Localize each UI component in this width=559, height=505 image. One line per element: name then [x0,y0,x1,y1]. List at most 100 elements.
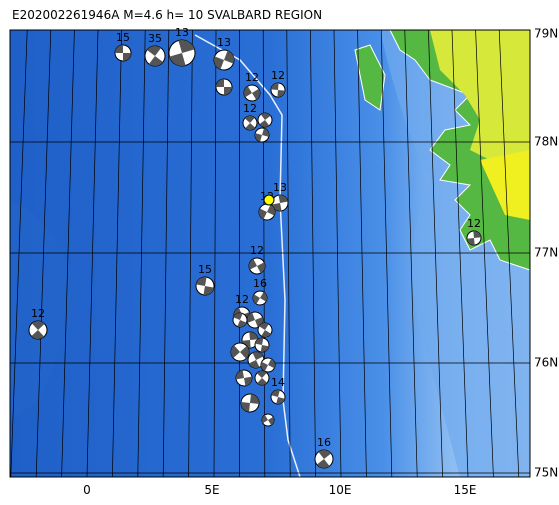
focal-mechanism [260,357,276,373]
lon-label: 5E [204,483,219,497]
focal-mechanism [235,369,253,387]
meridian [35,29,52,478]
lon-label: 10E [329,483,352,497]
compression [259,323,271,337]
compression [259,113,271,127]
compression [262,414,274,426]
focal-mechanism [168,39,196,67]
focal-mechanism [241,331,259,349]
depth-label: 12 [250,244,264,257]
focal-mechanism [232,312,248,328]
focal-mechanism [144,45,166,67]
meridian [451,29,469,478]
meridian [310,29,316,478]
focal-mechanism [213,49,235,71]
compression [261,358,275,372]
meridian [404,29,418,478]
depth-label: 12 [467,217,481,230]
meridian [162,29,170,478]
events: 1535131312121213121215121216121416 [28,26,482,469]
focal-mechanism [247,351,265,369]
compression [255,338,269,352]
depth-label: 12 [243,102,257,115]
depth-label: 13 [217,36,231,49]
compression [316,450,332,468]
focal-mechanism [248,257,266,275]
compression [256,371,268,385]
focal-mechanism [243,84,261,102]
focal-mechanism [270,82,286,98]
meridian [188,29,193,478]
title: E202002261946A M=4.6 h= 10 SVALBARD REGI… [12,8,322,22]
compression [242,332,258,348]
depth-label: 15 [116,31,130,44]
lat-label: 78N [534,135,558,149]
compression [259,204,275,220]
focal-mechanism [246,311,264,329]
lon-label: 0 [83,483,91,497]
meridian [428,29,443,478]
focal-mechanism [252,290,268,306]
meridian [498,29,520,478]
focal-mechanism [215,78,233,96]
highland [480,150,530,220]
compression [115,45,131,61]
meridian [213,29,217,478]
depth-label: 12 [245,71,259,84]
focal-mechanism [271,194,289,212]
meridian [10,29,28,478]
focal-mechanism [270,389,286,405]
compression [272,195,288,211]
focal-mechanism [242,115,258,131]
compression [271,83,285,97]
compression [253,291,267,305]
depth-label: 16 [253,277,267,290]
depth-label: 12 [235,293,249,306]
compression [249,258,265,274]
compression [241,394,259,412]
depth-label: 12 [31,307,45,320]
depth-label: 12 [271,69,285,82]
epicenter [263,194,275,206]
compression [196,277,214,295]
compression [147,46,163,66]
meridian [137,29,146,478]
depth-label: 15 [198,263,212,276]
shelf [10,200,80,420]
meridian [286,29,291,478]
lat-label: 79N [534,27,558,41]
focal-mechanism [314,449,334,469]
depth-label: 13 [273,181,287,194]
focal-mechanism [257,112,273,128]
focal-mechanism [254,337,270,353]
compression [169,40,195,66]
focal-mechanism [240,393,260,413]
meridian [380,29,393,478]
lat-label: 75N [534,466,558,480]
focal-mechanism [466,230,482,246]
compression [247,312,263,328]
depth-label: 13 [175,26,189,39]
focal-mechanism [114,44,132,62]
focal-mechanism [254,370,270,386]
depth-label: 16 [317,436,331,449]
meridian [112,29,122,478]
focal-mechanism [254,127,270,143]
compression [255,128,269,142]
meridian [357,29,367,478]
compression [233,313,247,327]
focal-mechanism [195,276,215,296]
compression [216,79,232,95]
compression [236,370,252,386]
lat-label: 76N [534,356,558,370]
depth-label: 35 [148,32,162,45]
focal-mechanism [230,342,250,362]
focal-mechanism [257,322,273,338]
compression [248,352,264,368]
meridian [475,29,494,478]
depth-label: 14 [271,376,285,389]
compression [244,86,260,100]
island [354,44,386,111]
